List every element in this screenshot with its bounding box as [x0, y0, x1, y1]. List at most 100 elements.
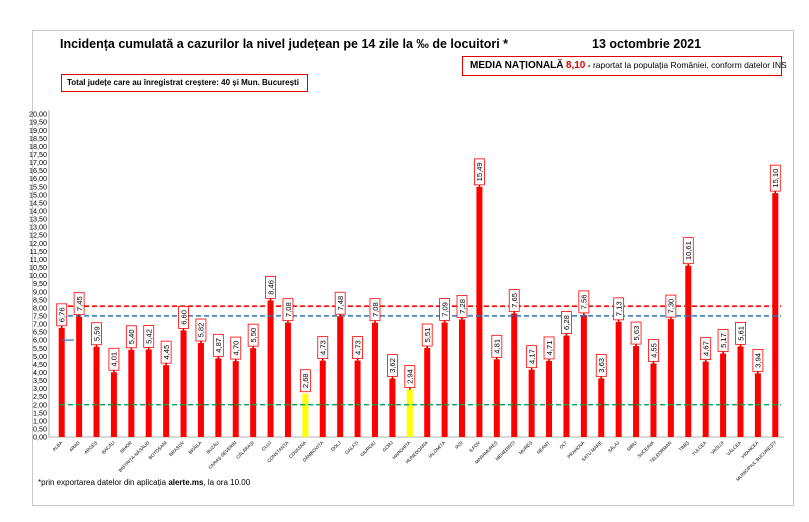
value-label-border: [299, 369, 311, 393]
value-label: 7,45: [75, 296, 84, 311]
bar: [563, 335, 570, 437]
value-label-border: [91, 322, 102, 346]
y-tick-label: 15,00: [29, 190, 47, 199]
category-label: ILFOV: [468, 440, 482, 454]
category-label: GALAȚI: [344, 440, 359, 455]
y-tick-label: 16,50: [29, 166, 47, 175]
value-label: 5,82: [197, 323, 206, 338]
value-label-border: [282, 298, 294, 322]
value-label-box: 4,71: [543, 336, 555, 360]
chart-date: 13 octombrie 2021: [592, 37, 702, 51]
value-label-box: 15,10: [769, 164, 781, 192]
category-label: BISTRIȚA-NĂSĂUD: [117, 439, 151, 473]
y-tick-label: 3,50: [33, 376, 47, 385]
category-label: GIURGIU: [359, 440, 376, 457]
y-tick-label: 3,00: [33, 384, 47, 393]
y-tick-label: 7,50: [33, 311, 47, 320]
value-label-border: [456, 295, 468, 318]
value-label-box: 3,63: [595, 353, 607, 377]
value-label: 6,60: [179, 310, 188, 325]
bar: [615, 321, 622, 437]
y-tick-label: 12,50: [29, 231, 47, 240]
y-tick-label: 17,50: [29, 150, 47, 159]
category-label: ARAD: [68, 440, 81, 453]
value-label-border: [352, 336, 363, 360]
bar: [215, 358, 222, 437]
bar: [528, 369, 535, 437]
y-tick-label: 4,50: [33, 360, 47, 369]
value-label-border: [769, 164, 781, 192]
value-label-box: 5,59: [91, 322, 102, 346]
value-label: 7,65: [510, 293, 519, 308]
value-label-border: [230, 336, 242, 360]
bar: [145, 349, 152, 437]
value-label-box: 4,81: [491, 334, 503, 358]
value-label-box: 7,13: [613, 297, 625, 321]
bar: [511, 313, 518, 437]
value-label-border: [717, 329, 729, 352]
value-label: 3,63: [597, 358, 606, 373]
y-tick-label: 12,00: [29, 239, 47, 248]
category-label: TULCEA: [691, 440, 708, 457]
value-label-border: [125, 325, 137, 349]
counties-increase-box: Total județe care au înregistrat creșter…: [61, 74, 308, 92]
category-label: VÂLCEA: [725, 439, 743, 457]
value-label-border: [474, 158, 485, 186]
value-label-box: 7,28: [456, 295, 468, 318]
value-label: 4,73: [353, 340, 362, 355]
national-average-label: MEDIA NAȚIONALĂ: [470, 60, 564, 71]
value-label: 6,28: [562, 315, 571, 330]
bar: [702, 361, 709, 437]
value-label-box: 5,17: [717, 329, 729, 352]
value-label-border: [682, 237, 694, 265]
value-label-border: [735, 321, 746, 345]
value-label-box: 7,45: [73, 292, 85, 316]
value-label-box: 5,61: [735, 321, 746, 345]
value-label-box: 6,28: [561, 311, 572, 334]
value-label-box: 5,51: [421, 323, 433, 347]
bar: [406, 389, 413, 437]
category-label: ARGEȘ: [83, 440, 98, 455]
bar: [685, 265, 692, 437]
footnote-suffix: , la ora 10.00: [203, 478, 251, 487]
value-label: 2,68: [301, 373, 310, 388]
y-tick-label: 11,00: [30, 255, 47, 264]
category-label: BACĂU: [100, 439, 115, 454]
national-average-separator: -: [587, 60, 591, 70]
value-label: 7,09: [440, 302, 449, 317]
y-tick-label: 8,50: [33, 295, 47, 304]
bar: [546, 360, 553, 437]
category-label: OLT: [559, 440, 569, 450]
bar: [337, 316, 344, 437]
bar: [476, 186, 483, 437]
y-tick-label: 9,50: [33, 279, 47, 288]
value-label: 5,50: [249, 328, 258, 343]
value-label: 8,46: [266, 280, 275, 295]
value-label: 5,42: [145, 329, 154, 344]
category-label: VASLUI: [710, 440, 725, 455]
value-label-border: [160, 340, 172, 364]
value-label-border: [630, 321, 642, 345]
y-tick-label: 9,00: [33, 287, 47, 296]
category-label: BUZĂU: [205, 439, 220, 454]
value-label-box: 2,94: [404, 365, 416, 388]
category-label: CLUJ: [261, 440, 273, 452]
value-label-border: [613, 297, 625, 321]
y-tick-label: 7,00: [33, 320, 47, 329]
value-label-box: 5,42: [143, 325, 155, 348]
value-label: 7,08: [284, 302, 293, 317]
value-label-border: [665, 294, 677, 318]
category-label: IALOMIȚA: [428, 440, 447, 459]
value-label-box: 8,46: [265, 275, 276, 299]
y-tick-label: 19,50: [29, 118, 47, 127]
value-label-border: [247, 323, 259, 347]
value-label-border: [56, 303, 68, 327]
category-label: CĂLĂRAȘI: [235, 439, 255, 459]
chart-title: Incidența cumulată a cazurilor la nivel …: [60, 37, 509, 51]
bar: [93, 346, 100, 437]
y-tick-label: 16,00: [29, 174, 47, 183]
value-label: 15,10: [771, 169, 780, 188]
y-tick-label: 1,00: [33, 416, 47, 425]
value-label-box: 3,62: [386, 354, 398, 377]
bar: [598, 378, 605, 437]
